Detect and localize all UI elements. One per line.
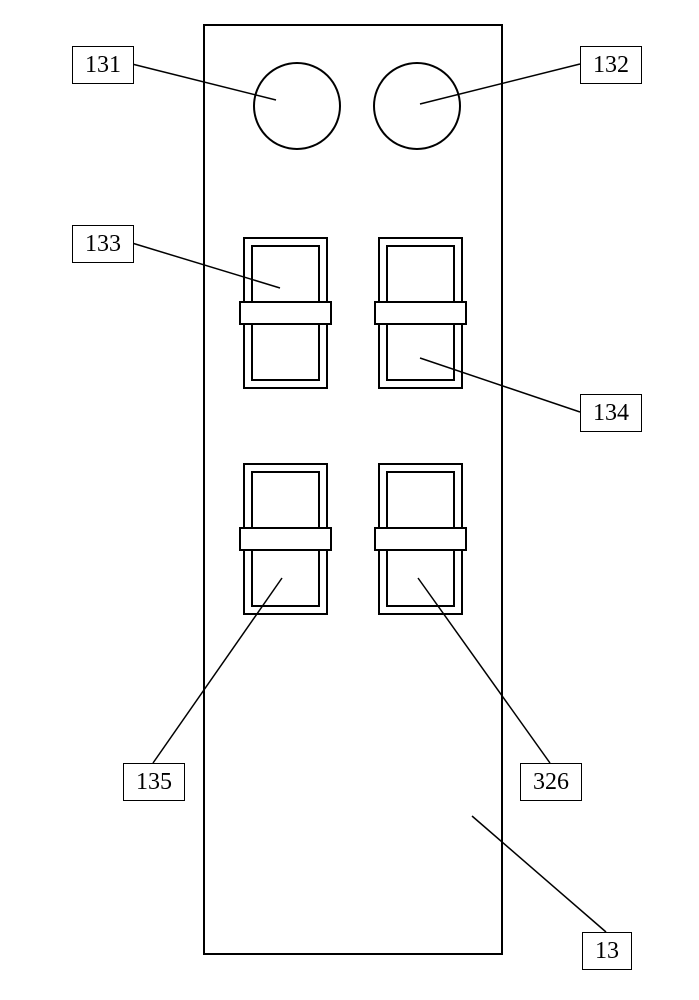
label-131: 131 — [72, 46, 134, 84]
switch-326-handle[interactable] — [374, 527, 467, 552]
switch-134-handle[interactable] — [374, 301, 467, 326]
label-133: 133 — [72, 225, 134, 263]
circle-131 — [253, 62, 341, 150]
label-134: 134 — [580, 394, 642, 432]
label-13: 13 — [582, 932, 632, 970]
circle-132 — [373, 62, 461, 150]
switch-135-handle[interactable] — [239, 527, 332, 552]
label-132: 132 — [580, 46, 642, 84]
label-135: 135 — [123, 763, 185, 801]
label-326: 326 — [520, 763, 582, 801]
diagram-canvas: 13 131 132 133 134 135 326 — [0, 0, 699, 1000]
switch-133-handle[interactable] — [239, 301, 332, 326]
